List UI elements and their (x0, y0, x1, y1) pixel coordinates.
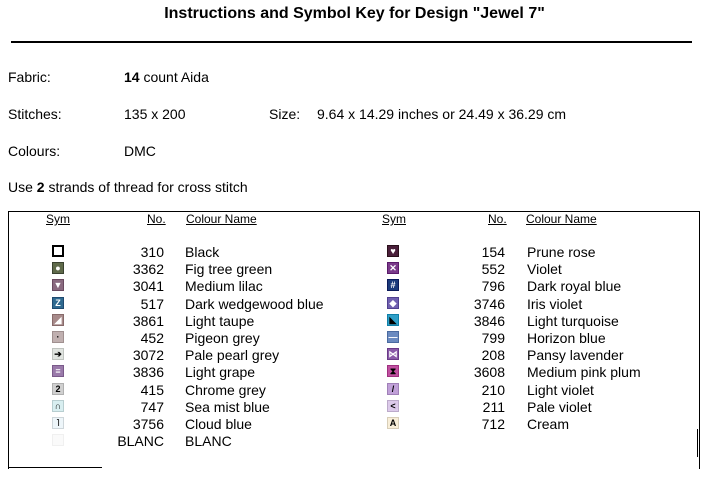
colour-name: Pigeon grey (185, 330, 260, 346)
header-name-left: Colour Name (186, 212, 257, 226)
symbol-swatch-icon: ✕ (387, 262, 399, 274)
strands-instruction: Use 2 strands of thread for cross stitch (8, 179, 248, 195)
symbol-swatch-icon: ◣ (387, 314, 399, 326)
stitches-value: 135 x 200 (124, 106, 186, 122)
colour-name: Black (185, 244, 220, 260)
dmc-number: 3041 (132, 278, 164, 294)
colour-name: Pale pearl grey (185, 347, 280, 363)
colour-name: Cream (527, 416, 570, 432)
symbol-swatch-icon: ▼ (52, 279, 64, 291)
dmc-number: 3846 (473, 313, 505, 329)
symbol-swatch-icon: ∩ (52, 400, 64, 412)
table-side-tick (697, 429, 698, 457)
size-value: 9.64 x 14.29 inches or 24.49 x 36.29 cm (317, 106, 567, 122)
dmc-number: 3362 (132, 261, 164, 277)
colour-name: Horizon blue (527, 330, 606, 346)
symbol-swatch-icon: 2 (52, 383, 64, 395)
strands-pre: Use (8, 179, 33, 195)
colour-name: Iris violet (527, 296, 583, 312)
symbol-swatch-icon (52, 245, 64, 257)
colours-label: Colours: (8, 143, 61, 159)
colours-value: DMC (124, 143, 156, 159)
colour-name: Medium lilac (185, 278, 263, 294)
symbol-swatch-icon: # (387, 279, 399, 291)
size-label: Size: (269, 106, 301, 122)
dmc-number: 712 (481, 416, 505, 432)
colour-name: Light violet (527, 382, 594, 398)
header-sym-left: Sym (46, 212, 70, 226)
symbol-swatch-icon: ≡ (52, 365, 64, 377)
title-underline (11, 41, 692, 43)
symbol-swatch-icon: — (387, 331, 399, 343)
page-title: Instructions and Symbol Key for Design "… (164, 5, 545, 22)
colour-name: Dark wedgewood blue (185, 296, 324, 312)
header-no-left: No. (147, 212, 166, 226)
dmc-number: 3861 (132, 313, 164, 329)
colour-name: Cloud blue (185, 416, 252, 432)
symbol-swatch-icon (52, 434, 64, 446)
colour-name: Medium pink plum (527, 364, 641, 380)
fabric-count: 14 (124, 69, 140, 85)
header-sym-right: Sym (382, 212, 406, 226)
symbol-swatch-icon: ♥ (387, 245, 399, 257)
symbol-swatch-icon: ➔ (52, 348, 64, 360)
stitches-label: Stitches: (8, 106, 62, 122)
colour-name: Violet (527, 261, 562, 277)
dmc-number: 3836 (132, 364, 164, 380)
colour-name: Fig tree green (185, 261, 273, 277)
colour-name: Light taupe (185, 313, 255, 329)
dmc-number: 796 (481, 278, 505, 294)
symbol-swatch-icon: ● (52, 262, 64, 274)
dmc-number: 517 (140, 296, 164, 312)
table-bottom-rule (8, 467, 102, 468)
colour-name: Dark royal blue (527, 278, 622, 294)
dmc-number: 310 (140, 244, 164, 260)
dmc-number: 415 (140, 382, 164, 398)
symbol-swatch-icon: ◆ (387, 297, 399, 309)
symbol-swatch-icon: ⋈ (387, 348, 399, 360)
colour-name: Pansy lavender (527, 347, 624, 363)
dmc-number: 747 (140, 399, 164, 415)
dmc-number: 154 (481, 244, 505, 260)
fabric-label: Fabric: (8, 69, 51, 85)
symbol-key-table (8, 211, 700, 469)
fabric-type: count Aida (143, 69, 209, 85)
colour-name: Pale violet (527, 399, 592, 415)
symbol-swatch-icon: ◢ (52, 314, 64, 326)
dmc-number: 3072 (132, 347, 164, 363)
dmc-number: 210 (481, 382, 505, 398)
dmc-number: BLANC (117, 433, 164, 449)
dmc-number: 3756 (132, 416, 164, 432)
symbol-swatch-icon: ˥ (52, 417, 64, 429)
symbol-swatch-icon: · (52, 331, 64, 343)
header-no-right: No. (488, 212, 507, 226)
dmc-number: 208 (481, 347, 505, 363)
header-name-right: Colour Name (526, 212, 597, 226)
symbol-swatch-icon: / (387, 383, 399, 395)
colour-name: Light grape (185, 364, 256, 380)
dmc-number: 799 (481, 330, 505, 346)
symbol-swatch-icon: A (387, 417, 399, 429)
fabric-value: 14 count Aida (124, 69, 209, 85)
colour-name: Light turquoise (527, 313, 619, 329)
dmc-number: 211 (482, 399, 505, 415)
symbol-swatch-icon: < (387, 400, 399, 412)
dmc-number: 3608 (473, 364, 505, 380)
colour-name: BLANC (185, 433, 232, 449)
symbol-swatch-icon: Z (52, 297, 64, 309)
dmc-number: 3746 (473, 296, 505, 312)
strands-post: strands of thread for cross stitch (48, 179, 248, 195)
colour-name: Chrome grey (185, 382, 266, 398)
dmc-number: 452 (140, 330, 164, 346)
colour-name: Prune rose (527, 244, 596, 260)
strands-count: 2 (36, 179, 45, 195)
colour-name: Sea mist blue (185, 399, 270, 415)
symbol-swatch-icon: ⧗ (387, 365, 399, 377)
dmc-number: 552 (481, 261, 505, 277)
